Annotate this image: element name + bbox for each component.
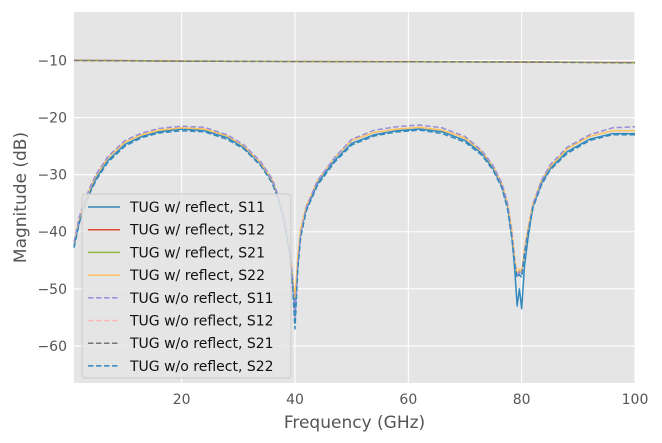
x-tick-label: 60: [399, 392, 417, 408]
y-ticks: −10 −20 −30 −40 −50 −60: [37, 54, 67, 355]
legend: TUG w/ reflect, S11 TUG w/ reflect, S12 TU…: [81, 193, 292, 379]
y-tick-label: −40: [37, 225, 67, 241]
y-axis-label: Magnitude (dB): [11, 132, 31, 263]
series-line-tug-w-o-reflect-s11: [73, 124, 636, 319]
x-tick-label: 100: [622, 392, 649, 408]
x-ticks: 20 40 60 80 100: [173, 392, 649, 408]
y-tick-label: −60: [37, 339, 67, 355]
series-line-tug-w-o-reflect-s21: [73, 59, 636, 64]
legend-label: TUG w/o reflect, S22: [129, 359, 274, 375]
series-line-tug-w-reflect-s11: [73, 128, 635, 310]
legend-box: [81, 193, 292, 379]
legend-label: TUG w/ reflect, S11: [129, 200, 265, 216]
legend-label: TUG w/o reflect, S21: [129, 336, 274, 352]
y-tick-label: −30: [37, 168, 67, 184]
x-tick-label: 20: [173, 392, 191, 408]
legend-label: TUG w/o reflect, S11: [129, 291, 274, 307]
legend-label: TUG w/ reflect, S12: [129, 223, 265, 239]
series-line-tug-w-o-reflect-s22: [73, 129, 635, 330]
series-group: [73, 59, 636, 330]
legend-label: TUG w/ reflect, S21: [129, 245, 265, 261]
legend-label: TUG w/o reflect, S12: [129, 314, 274, 330]
x-axis-label: Frequency (GHz): [284, 413, 425, 433]
y-tick-label: −50: [37, 282, 67, 298]
x-tick-label: 80: [513, 392, 531, 408]
y-tick-label: −10: [37, 54, 67, 70]
y-tick-label: −20: [37, 111, 67, 127]
x-tick-label: 40: [286, 392, 304, 408]
legend-label: TUG w/ reflect, S22: [129, 268, 265, 284]
